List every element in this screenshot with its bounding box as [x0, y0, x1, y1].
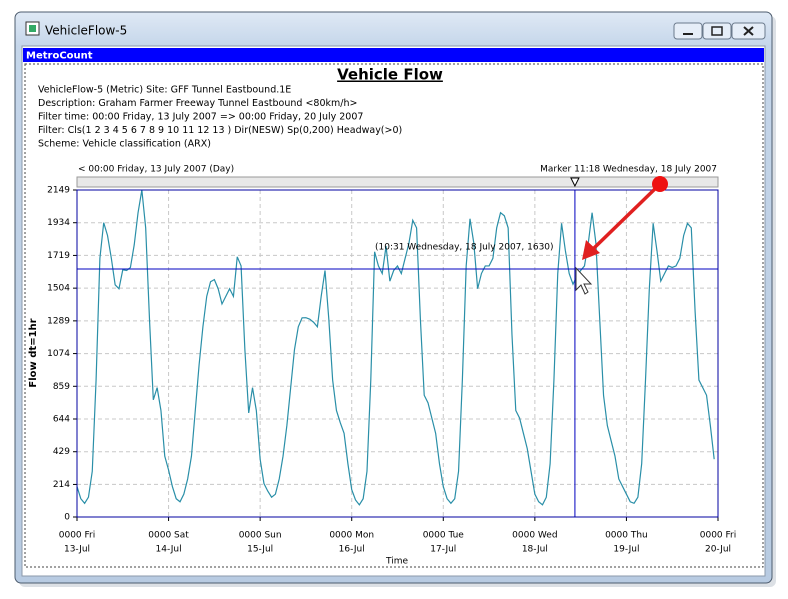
y-tick-label: 2149	[47, 186, 70, 196]
marker-handle	[570, 177, 580, 188]
arrow-shaft	[590, 182, 662, 252]
x-tick-date: 16-Jul	[339, 545, 365, 555]
plot: 0 214 429 644 859 1074 1289 1504 1719 1934 2149 000…	[47, 186, 736, 555]
cursor-label: (10:31 Wednesday, 18 July 2007, 1630)	[375, 243, 554, 253]
range-label: < 00:00 Friday, 13 July 2007 (Day)	[78, 165, 234, 175]
chart-title: Vehicle Flow	[337, 66, 443, 84]
x-tick-label: 0000 Tue	[423, 531, 465, 541]
toolbar-title: MetroCount	[26, 51, 93, 62]
x-tick-label: 0000 Sun	[239, 531, 282, 541]
info-line: Scheme: Vehicle classification (ARX)	[38, 139, 211, 150]
x-tick-label: 0000 Fri	[700, 531, 737, 541]
y-tick-label: 1934	[47, 218, 70, 228]
y-axis-label: Flow dt=1hr	[28, 318, 39, 387]
y-tick-label: 1504	[47, 284, 70, 294]
info-line: Filter time: 00:00 Friday, 13 July 2007 …	[38, 112, 363, 123]
panel-border	[24, 63, 764, 568]
x-tick-label: 0000 Thu	[605, 531, 648, 541]
y-tick-label: 644	[53, 415, 70, 425]
x-tick-label: 0000 Fri	[59, 531, 96, 541]
x-axis-label: Time	[385, 557, 408, 567]
plot-background	[77, 190, 718, 517]
mouse-cursor	[575, 266, 593, 295]
arrow-head	[582, 240, 600, 260]
x-tick-date: 13-Jul	[64, 545, 90, 555]
y-tick-label: 859	[53, 382, 70, 392]
info-line: VehicleFlow-5 (Metric) Site: GFF Tunnel …	[38, 85, 291, 96]
close-glyph	[743, 26, 754, 36]
y-tick-label: 1074	[47, 349, 70, 359]
plot-border	[76, 189, 719, 518]
x-tick-date: 17-Jul	[430, 545, 456, 555]
info-line: Filter: Cls(1 2 3 4 5 6 7 8 9 10 11 12 1…	[38, 125, 402, 136]
x-tick-label: 0000 Sat	[148, 531, 189, 541]
info-block: VehicleFlow-5 (Metric) Site: GFF Tunnel …	[38, 85, 402, 150]
maximize-glyph	[711, 26, 723, 36]
x-tick-label: 0000 Wed	[512, 531, 557, 541]
flow-line	[76, 189, 715, 506]
minimize-button[interactable]	[673, 22, 703, 40]
maximize-button[interactable]	[702, 22, 732, 40]
info-line: Description: Graham Farmer Freeway Tunne…	[38, 98, 357, 109]
y-tick-label: 0	[64, 513, 70, 523]
arrow-origin	[652, 176, 668, 192]
marker-label: Marker 11:18 Wednesday, 18 July 2007	[540, 165, 717, 175]
y-tick-label: 1719	[47, 251, 70, 261]
window-buttons	[673, 22, 766, 40]
y-tick-label: 214	[53, 480, 70, 490]
x-tick-label: 0000 Mon	[329, 531, 374, 541]
x-tick-date: 20-Jul	[705, 545, 731, 555]
x-tick-date: 15-Jul	[247, 545, 273, 555]
marker-strip[interactable]	[76, 176, 719, 188]
window-icon-glyph	[29, 25, 36, 32]
y-tick-label: 429	[53, 447, 70, 457]
x-tick-date: 18-Jul	[522, 545, 548, 555]
window-title: VehicleFlow-5	[45, 24, 127, 38]
x-tick-date: 19-Jul	[613, 545, 639, 555]
x-tick-date: 14-Jul	[156, 545, 182, 555]
toolbar-bar	[23, 48, 764, 62]
y-tick-label: 1289	[47, 316, 70, 326]
